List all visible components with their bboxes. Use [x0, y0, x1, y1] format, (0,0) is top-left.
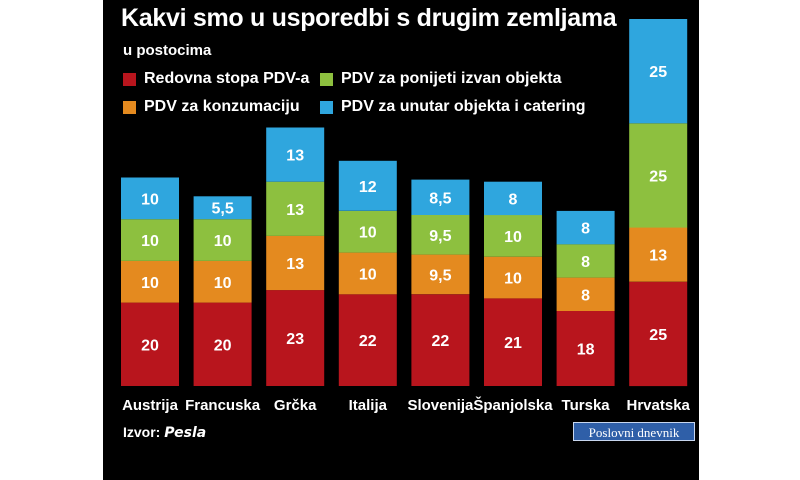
- legend-label-ponijeti: PDV za ponijeti izvan objekta: [341, 70, 562, 87]
- legend-swatch-konzumacija: [123, 100, 136, 114]
- bar-segment-grcka-3: [266, 127, 325, 182]
- bar-segment-austrija-1: [121, 260, 179, 303]
- legend-swatch-unutar: [320, 100, 333, 114]
- data-label-austrija-3: 10: [141, 191, 159, 208]
- data-label-austrija-2: 10: [141, 233, 159, 250]
- data-label-austrija-0: 20: [141, 337, 159, 354]
- data-label-francuska-1: 10: [214, 275, 232, 292]
- data-label-turska-0: 18: [577, 342, 595, 359]
- chart-title: Kakvi smo u usporedbi s drugim zemljama: [121, 4, 617, 32]
- stacked-bar-chart: 20 10 10 10 Austrija 20 10 10 5,5 Francuska 23 13 13…: [121, 19, 691, 414]
- bar-segment-austrija-0: [121, 302, 179, 386]
- data-label-turska-3: 8: [581, 221, 590, 238]
- legend-item-unutar: PDV za unutar objekta i catering: [320, 98, 586, 116]
- data-label-turska-2: 8: [581, 254, 590, 271]
- category-label-hrvatska: Hrvatska: [627, 397, 691, 414]
- bar-segment-slovenija-1: [411, 254, 470, 295]
- data-label-francuska-2: 10: [214, 233, 232, 250]
- data-label-spanjolska-0: 21: [504, 335, 522, 352]
- data-label-hrvatska-3: 25: [649, 64, 667, 81]
- source-label: Izvor:: [123, 424, 161, 440]
- legend-swatch-ponijeti: [320, 72, 333, 86]
- bar-segment-slovenija-0: [411, 294, 470, 386]
- legend-label-unutar: PDV za unutar objekta i catering: [341, 98, 586, 115]
- source-note: Izvor: Pesla: [123, 424, 206, 441]
- bar-segment-francuska-3: [193, 196, 252, 220]
- bar-segment-francuska-0: [193, 302, 252, 386]
- legend-item-konzumacija: PDV za konzumaciju: [123, 98, 300, 116]
- data-label-spanjolska-1: 10: [504, 271, 522, 288]
- data-label-hrvatska-0: 25: [649, 327, 667, 344]
- data-label-hrvatska-2: 25: [649, 168, 667, 185]
- bar-segment-spanjolska-3: [484, 181, 542, 216]
- bar-segment-hrvatska-1: [629, 227, 688, 282]
- data-label-hrvatska-1: 13: [649, 248, 667, 265]
- data-label-francuska-3: 5,5: [211, 201, 233, 218]
- bar-segment-spanjolska-2: [484, 215, 542, 257]
- bar-segment-austrija-2: [121, 219, 179, 261]
- data-label-turska-1: 8: [581, 287, 590, 304]
- data-label-austrija-1: 10: [141, 275, 159, 292]
- data-label-grcka-0: 23: [286, 331, 304, 348]
- bar-segment-italija-1: [338, 252, 397, 295]
- legend-item-redovna: Redovna stopa PDV-a: [123, 70, 309, 88]
- bar-segment-hrvatska-3: [629, 19, 688, 124]
- data-label-italija-1: 10: [359, 266, 377, 283]
- bar-segment-hrvatska-2: [629, 123, 688, 228]
- category-label-grcka: Grčka: [274, 397, 317, 414]
- bar-segment-grcka-0: [266, 290, 325, 386]
- publisher-logo: Poslovni dnevnik: [573, 422, 695, 441]
- data-label-italija-3: 12: [359, 179, 377, 196]
- infographic-panel: Kakvi smo u usporedbi s drugim zemljama …: [103, 0, 699, 480]
- data-label-slovenija-3: 8,5: [429, 190, 451, 207]
- bar-segment-hrvatska-0: [629, 281, 688, 387]
- data-label-slovenija-1: 9,5: [429, 268, 451, 285]
- category-label-spanjolska: Španjolska: [473, 396, 553, 414]
- bar-segment-turska-3: [556, 210, 615, 245]
- data-label-slovenija-0: 22: [432, 333, 450, 350]
- bar-segment-turska-0: [556, 310, 615, 386]
- data-label-spanjolska-3: 8: [509, 191, 518, 208]
- category-label-italija: Italija: [349, 397, 388, 414]
- bar-segment-spanjolska-0: [484, 298, 542, 386]
- chart-subtitle: u postocima: [123, 42, 212, 59]
- bar-segment-spanjolska-1: [484, 256, 542, 299]
- category-label-austrija: Austrija: [122, 397, 179, 414]
- data-label-slovenija-2: 9,5: [429, 228, 451, 245]
- legend-label-konzumacija: PDV za konzumaciju: [144, 98, 300, 115]
- legend-label-redovna: Redovna stopa PDV-a: [144, 70, 310, 87]
- bar-segment-slovenija-3: [411, 179, 470, 215]
- source-name: Pesla: [164, 425, 207, 441]
- bar-segment-italija-3: [338, 160, 397, 211]
- data-label-francuska-0: 20: [214, 337, 232, 354]
- bar-segment-francuska-2: [193, 219, 252, 261]
- bar-segment-slovenija-2: [411, 215, 470, 255]
- data-label-grcka-1: 13: [286, 256, 304, 273]
- bar-segment-turska-2: [556, 244, 615, 278]
- data-label-grcka-2: 13: [286, 202, 304, 219]
- data-label-grcka-3: 13: [286, 148, 304, 165]
- data-label-italija-0: 22: [359, 333, 377, 350]
- data-label-italija-2: 10: [359, 225, 377, 242]
- legend-swatch-redovna: [123, 72, 136, 86]
- bar-segment-turska-1: [556, 277, 615, 311]
- category-label-turska: Turska: [562, 397, 611, 414]
- bar-segment-grcka-2: [266, 181, 325, 236]
- bar-segment-italija-0: [338, 294, 397, 386]
- legend-item-ponijeti: PDV za ponijeti izvan objekta: [320, 70, 562, 88]
- data-label-spanjolska-2: 10: [504, 229, 522, 246]
- bar-segment-austrija-3: [121, 177, 179, 220]
- category-label-slovenija: Slovenija: [407, 397, 474, 414]
- bar-segment-grcka-1: [266, 235, 325, 291]
- bar-segment-italija-2: [338, 210, 397, 253]
- bar-segment-francuska-1: [193, 260, 252, 303]
- category-label-francuska: Francuska: [185, 397, 261, 414]
